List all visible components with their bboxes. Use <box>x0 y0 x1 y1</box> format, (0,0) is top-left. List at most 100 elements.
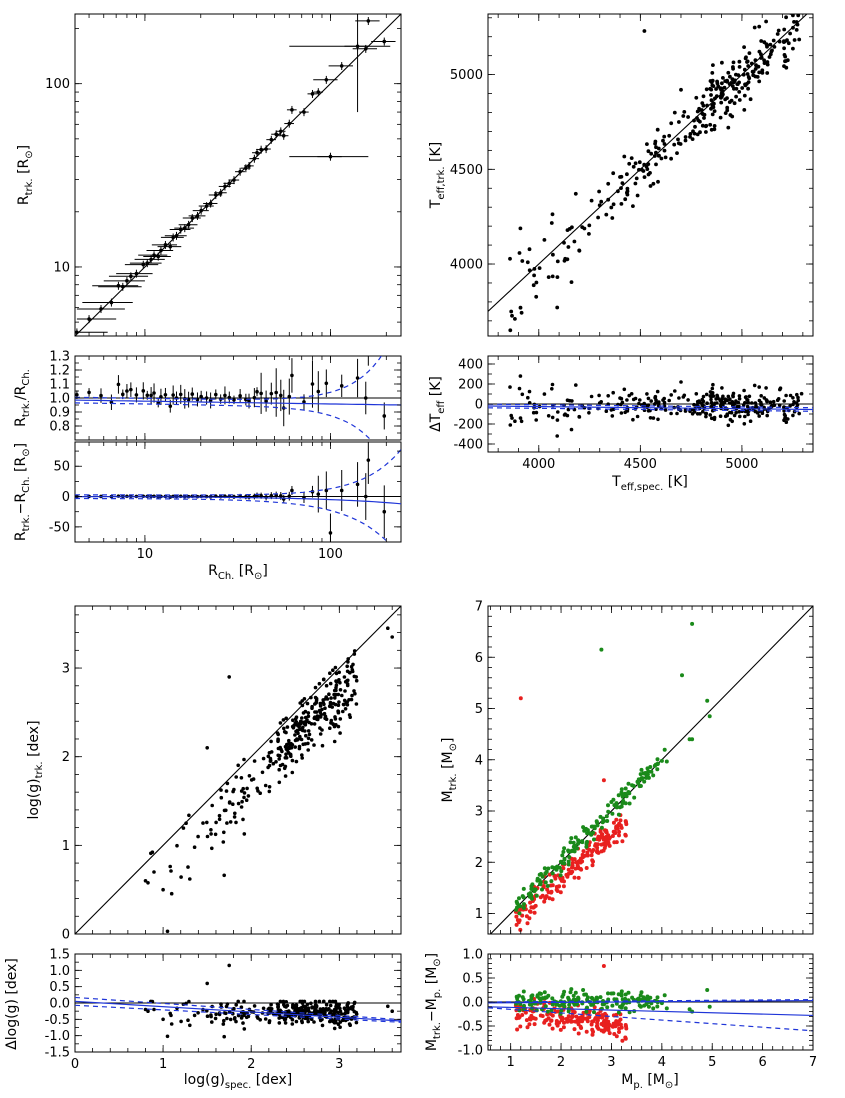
teff-resid-point <box>627 393 631 398</box>
diff-point <box>278 494 283 498</box>
logg-resid-point <box>300 1019 304 1023</box>
ratio-point <box>302 400 306 404</box>
mass-point-green <box>517 911 522 916</box>
logg-resid-point <box>300 999 305 1004</box>
logg-ylabel-part: log(g) <box>26 778 42 819</box>
logg-point <box>294 715 299 719</box>
mass-point-green <box>517 896 521 901</box>
mass-point-green <box>636 777 641 782</box>
teff-resid-point <box>728 397 732 402</box>
teff-point <box>795 4 799 8</box>
logg-point <box>352 689 356 693</box>
radius-point <box>120 284 125 289</box>
mass-point-green <box>529 893 534 898</box>
teff-ylabel-part: eff,trk. <box>436 166 447 199</box>
logg-point <box>300 753 304 757</box>
mass-main-ytick-label: 3 <box>475 805 483 820</box>
teff-point <box>702 116 706 120</box>
logg-resid-ytick-label: 1.0 <box>49 964 70 979</box>
mass-point-green <box>606 809 611 814</box>
teff-point <box>755 75 760 79</box>
logg-point <box>324 683 329 688</box>
mass-resid-red <box>527 1022 532 1027</box>
teff-point <box>692 131 697 136</box>
ratio-point <box>129 387 133 392</box>
logg-resid-point <box>184 1001 188 1006</box>
mass-point-green <box>540 874 545 879</box>
teff-resid-point <box>562 413 567 417</box>
logg-point <box>266 765 270 770</box>
diff-ylabel-part: Ch. <box>21 476 32 493</box>
ratio-point <box>269 391 274 396</box>
mass-point-green <box>651 773 656 778</box>
mass-resid-red <box>599 1028 604 1033</box>
logg-resid-point <box>324 1003 329 1007</box>
mass-point-green <box>605 819 610 823</box>
teff-ylabel-part: T <box>428 199 444 209</box>
teff-point <box>609 205 614 210</box>
logg-point <box>213 832 218 837</box>
mass-resid-green <box>638 1004 643 1009</box>
teff-resid-point <box>737 397 742 401</box>
diff-fit-lower <box>75 497 389 542</box>
radius-point <box>255 150 259 155</box>
radius-xlabel-part: [R <box>234 563 254 579</box>
mass-point-red <box>584 866 589 870</box>
teff-resid-point <box>748 419 753 424</box>
teff-fit <box>488 405 813 411</box>
mass-point-green <box>640 776 645 781</box>
logg-resid-ytick-label: -1.5 <box>45 1046 70 1061</box>
teff-point <box>730 114 735 119</box>
logg-point <box>217 817 222 822</box>
teff-point <box>550 212 555 217</box>
logg-point <box>321 698 326 702</box>
radius-point <box>141 262 146 267</box>
logg-point <box>341 702 346 707</box>
mass-main-ytick-label: 7 <box>475 600 483 615</box>
teff-point <box>518 305 523 310</box>
mass-point-green <box>616 812 621 817</box>
ratio-point <box>227 395 232 400</box>
teff-resid-point <box>729 410 734 415</box>
ratio-point <box>171 393 175 397</box>
logg-point <box>332 724 337 729</box>
ratio-point <box>382 414 387 418</box>
logg-resid-point <box>228 1017 233 1022</box>
radius-point <box>252 156 257 161</box>
teff-point <box>714 94 719 98</box>
logg-point <box>276 746 281 751</box>
teff-point <box>587 232 591 236</box>
radius-ratio-ytick-label: 0.9 <box>49 406 70 421</box>
mass-point-green <box>645 766 650 771</box>
mass-point-green <box>595 823 600 828</box>
logg-main-frame <box>74 605 402 935</box>
teff-point <box>737 90 742 94</box>
teff-resid-point <box>534 410 539 415</box>
teff-resid-point <box>743 414 747 419</box>
mass-resid-green <box>582 992 587 997</box>
logg-point <box>386 626 390 630</box>
mass-main-ytick-label: 2 <box>475 856 483 871</box>
teff-point <box>740 86 745 90</box>
logg-point <box>290 724 295 729</box>
teff-resid-point <box>661 398 665 402</box>
logg-resid-point <box>258 1018 263 1022</box>
mass-point-green <box>627 801 632 806</box>
logg-point <box>169 891 174 896</box>
logg-point <box>290 770 295 775</box>
logg-point <box>236 801 241 806</box>
logg-point <box>281 718 286 722</box>
teff-resid-point <box>782 409 786 413</box>
teff-point <box>637 160 642 165</box>
mass-point-green <box>599 825 604 830</box>
teff-resid-point <box>633 396 638 401</box>
teff-point <box>796 14 801 18</box>
teff-resid-point <box>788 393 793 398</box>
mass-point-green <box>655 767 660 772</box>
logg-point <box>312 743 316 747</box>
teff-point <box>776 28 781 33</box>
logg-ylabel: log(g)trk. [dex] <box>26 720 45 819</box>
teff-point <box>656 153 661 158</box>
logg-point <box>224 789 229 793</box>
logg-point <box>338 731 342 735</box>
